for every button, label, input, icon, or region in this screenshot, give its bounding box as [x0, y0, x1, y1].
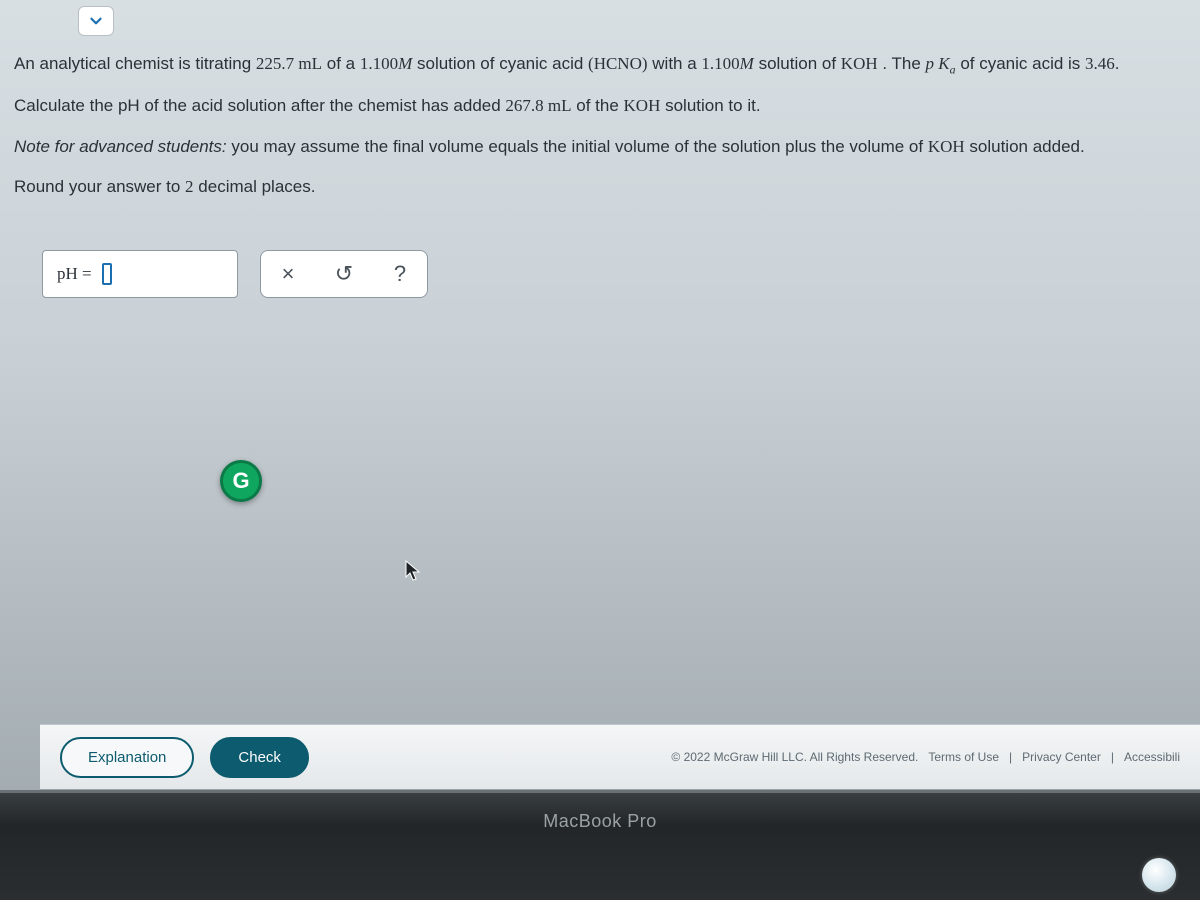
terms-link[interactable]: Terms of Use — [928, 750, 999, 764]
text: solution added. — [969, 137, 1084, 156]
note-label: Note for advanced students: — [14, 137, 227, 156]
acid-formula: (HCNO) — [588, 54, 648, 73]
text: solution of cyanic acid — [417, 54, 588, 73]
undo-icon: ↺ — [335, 261, 353, 287]
value-conc-acid: 1.100 — [360, 54, 398, 73]
help-button[interactable]: ? — [383, 257, 417, 291]
footer-legal: © 2022 McGraw Hill LLC. All Rights Reser… — [671, 750, 1180, 764]
text: Calculate the pH of the acid solution af… — [14, 96, 505, 115]
clear-button[interactable]: × — [271, 257, 305, 291]
text: with a — [652, 54, 701, 73]
grammarly-icon: G — [232, 468, 249, 494]
explanation-button[interactable]: Explanation — [60, 737, 194, 778]
value-pka: 3.46 — [1085, 54, 1115, 73]
pka-symbol: p K — [926, 54, 950, 73]
answer-toolbar: × ↺ ? — [260, 250, 428, 298]
value-vol-base: 267.8 mL — [505, 96, 571, 115]
text: you may assume the final volume equals t… — [231, 137, 927, 156]
question-text: An analytical chemist is titrating 225.7… — [14, 50, 1200, 214]
accessibility-link[interactable]: Accessibili — [1124, 750, 1180, 764]
laptop-bezel: MacBook Pro — [0, 790, 1200, 900]
text: solution of — [759, 54, 841, 73]
pka-subscript: a — [950, 62, 956, 76]
text: decimal places. — [198, 177, 315, 196]
dropdown-toggle[interactable] — [78, 6, 114, 36]
separator: | — [1111, 750, 1114, 764]
macbook-label: MacBook Pro — [0, 811, 1200, 832]
chevron-down-icon — [87, 12, 105, 30]
ph-input[interactable] — [122, 264, 222, 284]
text: of the — [576, 96, 623, 115]
base-formula: KOH — [624, 96, 661, 115]
check-button[interactable]: Check — [210, 737, 309, 778]
footer-bar: Explanation Check © 2022 McGraw Hill LLC… — [40, 724, 1200, 790]
mouse-cursor-icon — [405, 560, 421, 582]
privacy-link[interactable]: Privacy Center — [1022, 750, 1101, 764]
sig-figs: 2 — [185, 177, 194, 196]
base-formula: KOH — [928, 137, 965, 156]
x-icon: × — [282, 261, 295, 287]
separator: | — [1009, 750, 1012, 764]
value-vol-acid: 225.7 mL — [256, 54, 322, 73]
taskbar-orb-icon — [1142, 858, 1176, 892]
answer-label: pH = — [57, 264, 92, 284]
grammarly-badge[interactable]: G — [220, 460, 262, 502]
text: of a — [327, 54, 360, 73]
answer-row: pH = × ↺ ? — [42, 250, 428, 298]
input-cursor-icon — [102, 263, 112, 285]
text: An analytical chemist is titrating — [14, 54, 256, 73]
text: . The — [882, 54, 925, 73]
undo-button[interactable]: ↺ — [327, 257, 361, 291]
text: . — [1115, 54, 1120, 73]
text: of cyanic acid is — [960, 54, 1085, 73]
answer-box[interactable]: pH = — [42, 250, 238, 298]
text: Round your answer to — [14, 177, 185, 196]
base-formula: KOH — [841, 54, 878, 73]
copyright-text: © 2022 McGraw Hill LLC. All Rights Reser… — [671, 750, 918, 764]
question-mark-icon: ? — [394, 261, 406, 287]
value-conc-base: 1.100 — [701, 54, 739, 73]
text: solution to it. — [665, 96, 760, 115]
